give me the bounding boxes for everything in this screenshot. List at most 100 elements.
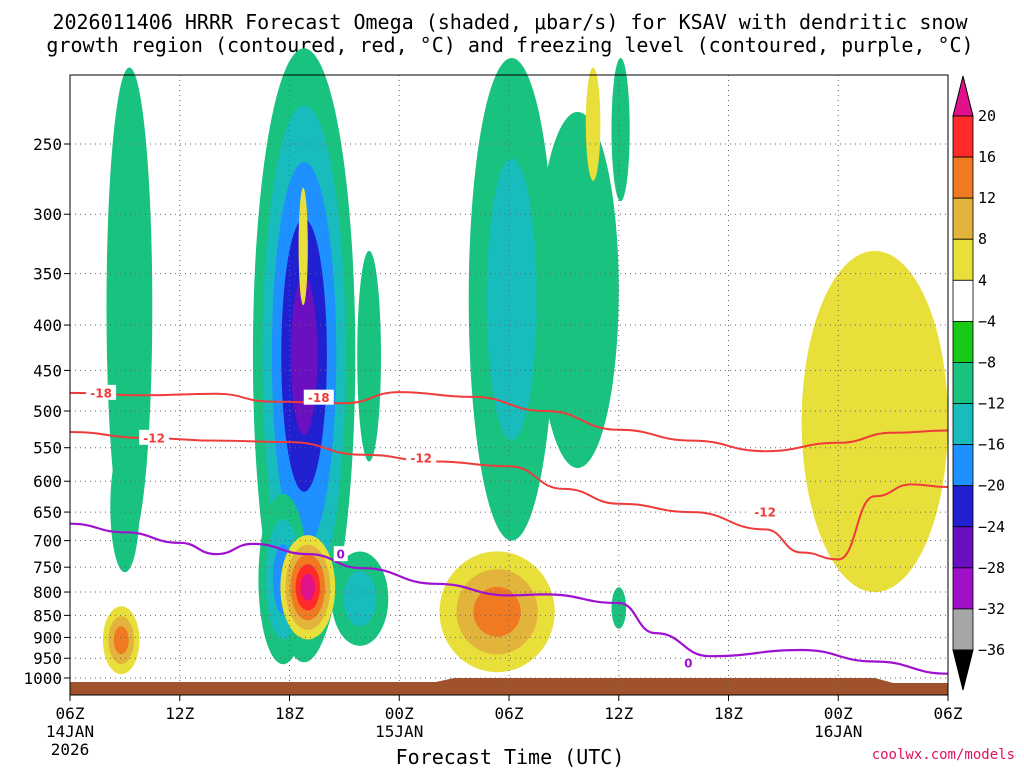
contour-label-bg-1 bbox=[303, 389, 334, 405]
contour-label-1: -18 bbox=[308, 391, 330, 405]
colorbar-label-5: −4 bbox=[978, 312, 996, 330]
x-tick-label-4: 06Z bbox=[495, 704, 524, 723]
omega-feature-14-level-0 bbox=[298, 187, 308, 306]
colorbar-label-0: 20 bbox=[978, 107, 996, 125]
colorbar-band-1 bbox=[952, 115, 974, 158]
x-tick-date-7: 16JAN bbox=[814, 722, 862, 741]
colorbar: 20 16 12 8 4 −4 −8 −12 −16 −20 −24 −28 −32 −36 bbox=[952, 75, 1005, 691]
grid-lines bbox=[70, 75, 948, 695]
omega-feature-12-level-2 bbox=[473, 586, 521, 637]
colorbar-band-13 bbox=[952, 608, 974, 651]
chart-title-line-2: growth region (contoured, red, °C) and f… bbox=[46, 33, 973, 57]
y-tick-label-650: 650 bbox=[33, 503, 62, 522]
colorbar-label-3: 8 bbox=[978, 230, 987, 248]
contour-label-2: -12 bbox=[143, 431, 165, 445]
y-tick-label-750: 750 bbox=[33, 558, 62, 577]
colorbar-label-1: 16 bbox=[978, 148, 996, 166]
colorbar-label-9: −20 bbox=[978, 477, 1005, 495]
y-axis-ticks: 250 300 350 400 450 500 550 600 650 700 750 800 850 9… bbox=[23, 135, 70, 688]
colorbar-band-9 bbox=[952, 444, 974, 487]
omega-shading bbox=[102, 48, 948, 675]
y-tick-label-250: 250 bbox=[33, 135, 62, 154]
contour-label-bg-0 bbox=[86, 384, 117, 400]
omega-feature-4-level-1 bbox=[343, 571, 377, 627]
watermark-text: coolwx.com/models bbox=[872, 747, 1015, 763]
omega-feature-15-level-0 bbox=[585, 67, 601, 181]
y-tick-label-850: 850 bbox=[33, 606, 62, 625]
colorbar-bottom-arrow bbox=[952, 649, 974, 691]
contour-label-bg-6 bbox=[681, 655, 696, 671]
contour-labels: -18 -18 -12 -12 -12 0 0 bbox=[86, 384, 781, 671]
contour-label-3: -12 bbox=[410, 452, 432, 466]
contour-label-5: 0 bbox=[337, 548, 345, 562]
contour-label-6: 0 bbox=[684, 657, 692, 671]
y-tick-label-450: 450 bbox=[33, 361, 62, 380]
omega-feature-8-level-0 bbox=[611, 58, 630, 202]
x-tick-label-5: 12Z bbox=[604, 704, 633, 723]
colorbar-band-5 bbox=[952, 279, 974, 322]
y-tick-label-550: 550 bbox=[33, 439, 62, 458]
contour-label-4: -12 bbox=[754, 506, 776, 520]
y-tick-label-600: 600 bbox=[33, 472, 62, 491]
chart-title-line-1: 2026011406 HRRR Forecast Omega (shaded, … bbox=[52, 10, 968, 34]
x-tick-label-7: 00Z bbox=[824, 704, 853, 723]
contour-label-0: -18 bbox=[90, 386, 112, 400]
contour-lines bbox=[69, 391, 949, 675]
omega-feature-13-level-0 bbox=[801, 250, 948, 593]
omega-feature-0-level-0 bbox=[106, 67, 153, 547]
colorbar-label-2: 12 bbox=[978, 189, 996, 207]
colorbar-label-13: −36 bbox=[978, 641, 1005, 659]
y-tick-label-1000: 1000 bbox=[23, 669, 62, 688]
x-tick-label-2: 18Z bbox=[275, 704, 304, 723]
y-tick-label-500: 500 bbox=[33, 402, 62, 421]
colorbar-label-12: −32 bbox=[978, 600, 1005, 618]
contour-label-bg-5 bbox=[333, 546, 348, 562]
colorbar-label-6: −8 bbox=[978, 353, 996, 371]
y-tick-label-400: 400 bbox=[33, 316, 62, 335]
colorbar-band-6 bbox=[952, 320, 974, 363]
colorbar-label-4: 4 bbox=[978, 271, 987, 289]
colorbar-band-11 bbox=[952, 526, 974, 569]
omega-feature-9-level-0 bbox=[611, 587, 627, 629]
colorbar-band-8 bbox=[952, 403, 974, 446]
x-tick-label-1: 12Z bbox=[165, 704, 194, 723]
contour-label-bg-3 bbox=[406, 450, 437, 466]
y-tick-label-800: 800 bbox=[33, 583, 62, 602]
colorbar-band-2 bbox=[952, 156, 974, 199]
omega-feature-10-level-4 bbox=[300, 573, 315, 601]
colorbar-band-12 bbox=[952, 567, 974, 610]
colorbar-band-4 bbox=[952, 238, 974, 281]
isotherm--12-line bbox=[69, 431, 949, 561]
x-tick-label-8: 06Z bbox=[934, 704, 963, 723]
x-tick-date-0: 14JAN bbox=[46, 722, 94, 741]
y-tick-label-950: 950 bbox=[33, 649, 62, 668]
freezing-level-line bbox=[69, 522, 949, 675]
colorbar-band-3 bbox=[952, 197, 974, 240]
colorbar-label-7: −12 bbox=[978, 395, 1005, 413]
omega-feature-7-level-0 bbox=[536, 111, 619, 469]
colorbar-band-10 bbox=[952, 485, 974, 528]
omega-feature-6-level-1 bbox=[486, 158, 537, 441]
colorbar-label-10: −24 bbox=[978, 518, 1005, 536]
isotherm--18-line bbox=[69, 391, 949, 453]
x-tick-label-0: 06Z bbox=[56, 704, 85, 723]
omega-feature-11-level-2 bbox=[113, 626, 129, 655]
x-tick-label-3: 00Z bbox=[385, 704, 414, 723]
omega-feature-1-level-0 bbox=[110, 440, 140, 573]
colorbar-top-arrow bbox=[952, 75, 974, 117]
y-tick-label-300: 300 bbox=[33, 205, 62, 224]
contour-label-bg-4 bbox=[750, 504, 781, 520]
omega-feature-5-level-0 bbox=[357, 250, 381, 462]
x-axis-title: Forecast Time (UTC) bbox=[396, 745, 625, 768]
contour-label-bg-2 bbox=[139, 429, 170, 445]
y-tick-label-700: 700 bbox=[33, 532, 62, 551]
x-tick-label-6: 18Z bbox=[714, 704, 743, 723]
colorbar-band-7 bbox=[952, 362, 974, 404]
colorbar-label-11: −28 bbox=[978, 559, 1005, 577]
x-tick-year-0: 2026 bbox=[51, 740, 90, 759]
y-tick-label-350: 350 bbox=[33, 265, 62, 284]
y-tick-label-900: 900 bbox=[33, 628, 62, 647]
colorbar-label-8: −16 bbox=[978, 436, 1005, 454]
